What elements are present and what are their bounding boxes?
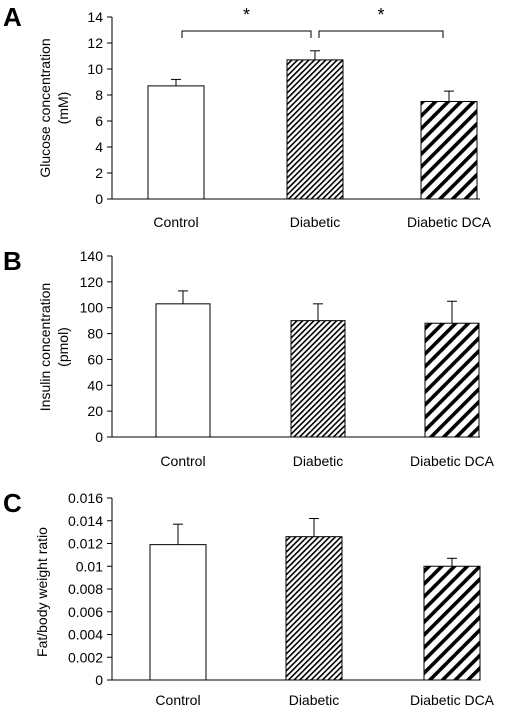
- panel-a: A Glucose concentration (mM) 0 2 4 6 8 10 12 14…: [3, 2, 492, 230]
- y-axis-title-b-line2: (pmol): [55, 327, 71, 367]
- bar-b-1: [155, 303, 211, 438]
- y-tick-label-b: 120: [80, 274, 104, 290]
- category-label-a: Diabetic DCA: [407, 214, 492, 230]
- significance-bracket-a: [318, 30, 444, 38]
- y-tick-label-a: 8: [95, 87, 103, 103]
- y-tick-label-c: 0.01: [76, 558, 103, 574]
- plot-c: 0 0.002 0.004 0.006 0.008 0.01 0.012 0.014 0.016…: [68, 490, 495, 707]
- y-tick-label-b: 80: [87, 326, 103, 342]
- plot-a: 0 2 4 6 8 10 12 14 Control Diabetic Diabetic DCA * *: [87, 5, 491, 230]
- y-tick-label-b: 140: [80, 248, 104, 264]
- y-tick-label-a: 14: [87, 9, 103, 25]
- y-tick-label-b: 100: [80, 300, 104, 316]
- panel-letter-b: B: [3, 246, 22, 276]
- y-tick-label-a: 0: [95, 191, 103, 207]
- category-label-a: Diabetic: [290, 214, 341, 230]
- y-tick-label-c: 0.002: [68, 649, 103, 665]
- y-tick-label-c: 0.006: [68, 604, 103, 620]
- bar-b-2: [290, 320, 346, 438]
- y-tick-label-c: 0.014: [68, 513, 103, 529]
- y-tick-label-a: 4: [95, 139, 103, 155]
- category-label-b: Diabetic: [293, 453, 344, 469]
- bar-a-3: [420, 101, 478, 200]
- category-label-b: Control: [160, 453, 205, 469]
- y-tick-label-c: 0: [95, 672, 103, 688]
- category-label-a: Control: [153, 214, 198, 230]
- y-tick-label-a: 6: [95, 113, 103, 129]
- y-tick-label-b: 20: [87, 403, 103, 419]
- y-tick-label-a: 2: [95, 165, 103, 181]
- y-tick-label-b: 0: [95, 429, 103, 445]
- significance-star-a: *: [243, 5, 250, 25]
- y-axis-title-a-line2: (mM): [55, 92, 71, 125]
- y-axis-title-a-line1: Glucose concentration: [37, 38, 53, 177]
- plot-b: 0 20 40 60 80 100 120 140 Control Diabetic Diabeti…: [80, 248, 495, 469]
- category-label-c: Control: [155, 692, 200, 707]
- y-tick-label-b: 60: [87, 351, 103, 367]
- y-tick-label-b: 40: [87, 377, 103, 393]
- category-label-c: Diabetic: [289, 692, 340, 707]
- bar-c-1: [149, 544, 207, 681]
- panel-letter-a: A: [3, 2, 22, 32]
- bar-c-2: [285, 536, 343, 681]
- category-label-b: Diabetic DCA: [410, 453, 495, 469]
- category-label-c: Diabetic DCA: [410, 692, 495, 707]
- y-tick-label-c: 0.012: [68, 536, 103, 552]
- y-axis-title-c: Fat/body weight ratio: [34, 527, 50, 657]
- y-tick-label-a: 10: [87, 61, 103, 77]
- panel-c: C Fat/body weight ratio 0 0.002 0.004 0.006…: [3, 488, 495, 707]
- y-tick-label-c: 0.016: [68, 490, 103, 506]
- y-tick-label-a: 12: [87, 35, 103, 51]
- panel-b: B Insulin concentration (pmol) 0 20 40 60 80…: [3, 246, 495, 469]
- bar-a-1: [147, 85, 205, 200]
- significance-bracket-a: [181, 30, 312, 38]
- bar-b-3: [424, 322, 480, 438]
- bar-c-3: [423, 565, 481, 681]
- bar-a-2: [286, 59, 344, 200]
- significance-star-a: *: [377, 5, 384, 25]
- y-tick-label-c: 0.008: [68, 581, 103, 597]
- y-axis-title-b-line1: Insulin concentration: [37, 283, 53, 411]
- panel-letter-c: C: [3, 488, 22, 518]
- y-tick-label-c: 0.004: [68, 627, 103, 643]
